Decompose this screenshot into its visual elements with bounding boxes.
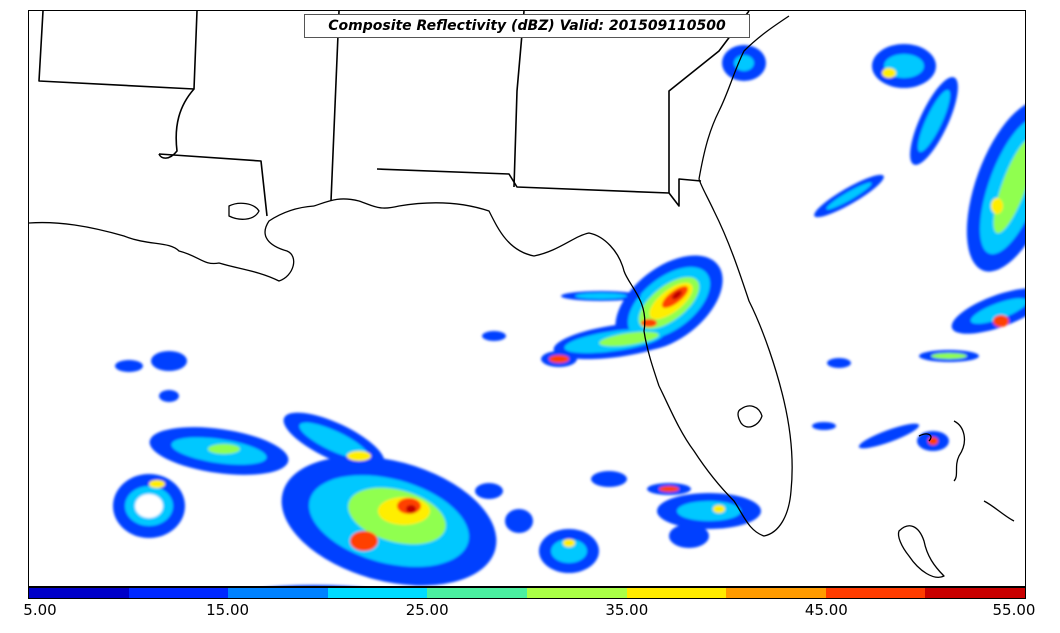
- state-boundaries: [38, 11, 750, 217]
- coast-louisiana: [29, 205, 315, 282]
- colorbar-tick-label: 25.00: [405, 601, 449, 619]
- colorbar-tick-label: 15.00: [206, 601, 250, 619]
- colorbar-tick-label: 5.00: [23, 601, 57, 619]
- lake-okeechobee: [737, 405, 763, 428]
- coast-atlantic: [698, 15, 790, 180]
- border-florida-georgia: [376, 168, 702, 207]
- colorbar-swatch-7: [726, 588, 826, 598]
- lake-pontchartrain: [228, 202, 260, 220]
- coastline: [29, 15, 1015, 578]
- radar-cell-big-bend-squall: [541, 255, 723, 367]
- colorbar-swatch-0: [29, 588, 129, 598]
- coast-gulf-central: [313, 198, 660, 387]
- coast-florida-west: [658, 178, 793, 537]
- colorbar: [28, 587, 1026, 599]
- radar-cell-gulf-disturbance: [113, 331, 599, 586]
- coast-cuba-hint: [897, 525, 945, 578]
- colorbar-tick-label: 55.00: [992, 601, 1036, 619]
- border-sc: [668, 11, 750, 193]
- coast-bahamas: [918, 420, 1015, 522]
- colorbar-tick-label: 35.00: [605, 601, 649, 619]
- colorbar-swatch-4: [427, 588, 527, 598]
- colorbar-swatch-6: [626, 588, 727, 598]
- border-louisiana-mississippi: [158, 88, 195, 159]
- radar-cell-florida-keys: [591, 471, 761, 548]
- border-mississippi-alabama: [158, 153, 268, 217]
- border-arkansas-louisiana: [38, 11, 198, 90]
- radar-map: [28, 10, 1026, 587]
- map-title: Composite Reflectivity (dBZ) Valid: 2015…: [304, 14, 750, 38]
- colorbar-swatch-3: [327, 588, 428, 598]
- colorbar-swatch-1: [128, 588, 229, 598]
- radar-echoes: [113, 44, 1025, 586]
- colorbar-swatch-5: [526, 588, 627, 598]
- border-alabama-georgia: [330, 11, 340, 202]
- radar-cell-atlantic-bands: [722, 44, 1025, 451]
- colorbar-swatch-8: [825, 588, 926, 598]
- map-canvas: [29, 11, 1025, 586]
- colorbar-swatch-9: [925, 588, 1025, 598]
- colorbar-tick-label: 45.00: [804, 601, 848, 619]
- colorbar-swatch-2: [228, 588, 328, 598]
